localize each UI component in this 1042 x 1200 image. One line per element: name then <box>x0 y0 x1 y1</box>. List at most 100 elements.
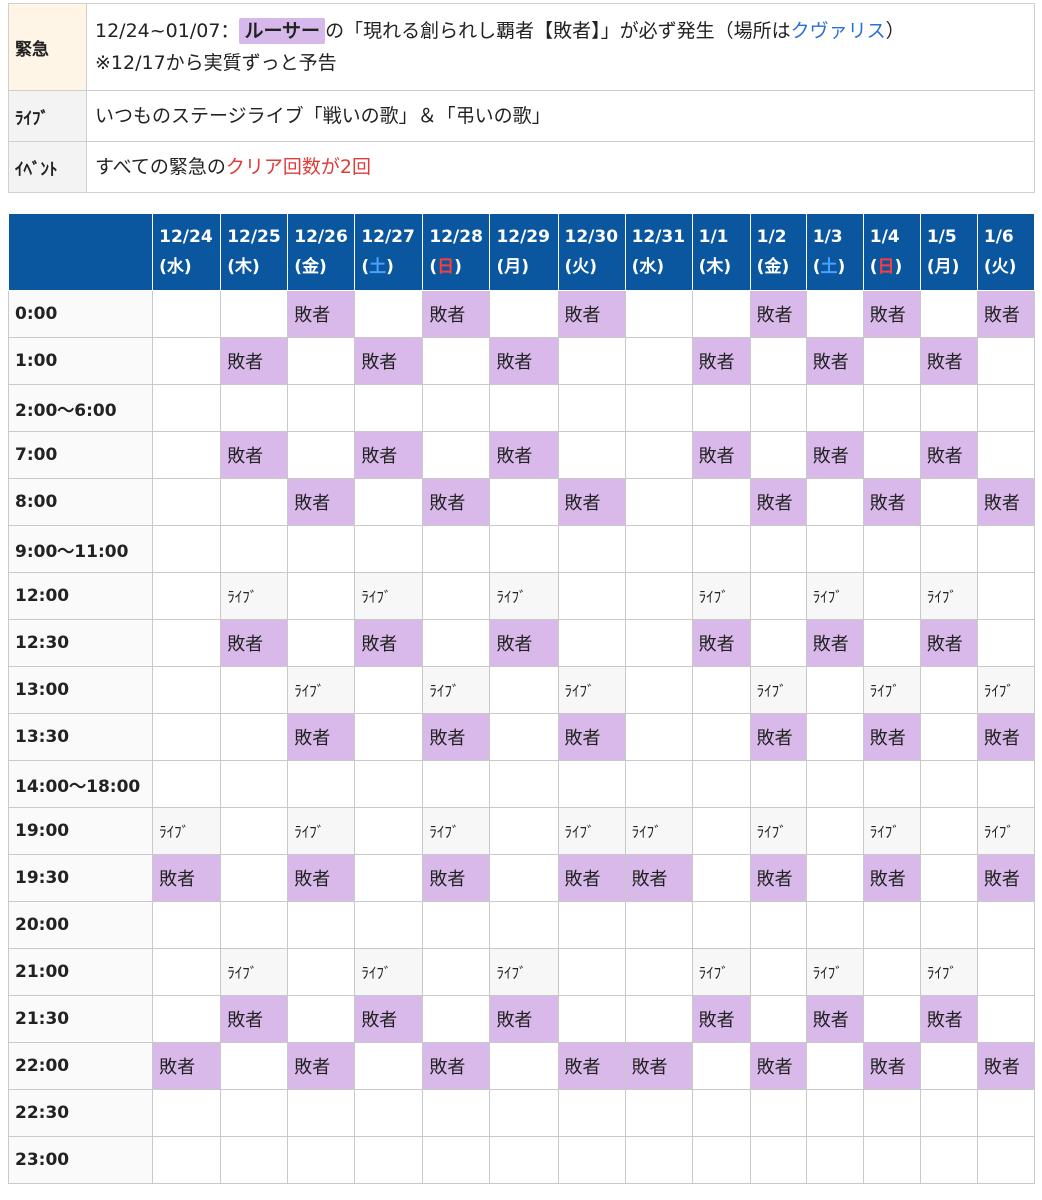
schedule-row: 13:30 敗者 敗者 敗者 敗者 敗者 敗者 <box>7 713 1036 761</box>
live-event-cell: ﾗｲﾌﾞ <box>691 948 751 996</box>
day-header: 12/28 (日) <box>422 213 491 291</box>
event-value: すべての緊急のクリア回数が2回 <box>86 141 1035 193</box>
day-of-week: (日) <box>429 257 462 277</box>
info-table: 緊急 12/24~01/07： ルーサー の「現れる創られし覇者【敗者】」が必ず発生… <box>8 3 1035 193</box>
empty-cell <box>152 1089 222 1137</box>
empty-cell <box>557 337 626 385</box>
haisha-event-cell: 敗者 <box>749 478 807 526</box>
schedule-table: 12/24 (水) 12/25 (木) 12/26 (金) 12/27 (土) 12/28 (日)… <box>7 213 1036 1184</box>
day-date: 1/6 <box>983 227 1014 247</box>
schedule-row: 12:00 ﾗｲﾌﾞ ﾗｲﾌﾞ ﾗｲﾌﾞ ﾗｲﾌﾞ ﾗｲﾌﾞ ﾗｲﾌﾞ <box>7 572 1036 620</box>
time-slot-label: 0:00 <box>7 290 154 338</box>
haisha-event-cell: 敗者 <box>976 1042 1036 1090</box>
haisha-event-cell: 敗者 <box>749 1042 807 1090</box>
day-of-week: (金) <box>294 257 327 277</box>
empty-cell <box>749 948 807 996</box>
schedule-row: 7:00 敗者 敗者 敗者 敗者 敗者 敗者 <box>7 431 1036 479</box>
empty-cell <box>422 1089 491 1137</box>
haisha-event-cell: 敗者 <box>220 431 289 479</box>
empty-cell <box>287 525 356 573</box>
empty-cell <box>287 1136 356 1184</box>
empty-cell <box>422 1136 491 1184</box>
schedule-row: 20:00 <box>7 901 1036 949</box>
day-date: 1/2 <box>756 227 787 247</box>
empty-cell <box>220 807 289 855</box>
haisha-event-cell: 敗者 <box>624 1042 693 1090</box>
live-event-cell: ﾗｲﾌﾞ <box>354 572 424 620</box>
day-header: 12/30 (火) <box>557 213 626 291</box>
schedule-row: 19:00 ﾗｲﾌﾞ ﾗｲﾌﾞ ﾗｲﾌﾞ ﾗｲﾌﾞ ﾗｲﾌﾞ ﾗｲﾌﾞ ﾗｲﾌﾞ ﾗｲﾌﾞ <box>7 807 1036 855</box>
empty-cell <box>749 1089 807 1137</box>
empty-cell <box>919 290 978 338</box>
time-slot-label: 7:00 <box>7 431 154 479</box>
time-slot-label: 9:00〜11:00 <box>7 525 154 573</box>
time-slot-label: 21:30 <box>7 995 154 1043</box>
empty-cell <box>749 760 807 808</box>
schedule-row: 14:00〜18:00 <box>7 760 1036 808</box>
live-event-cell: ﾗｲﾌﾞ <box>354 948 424 996</box>
emergency-text-mid: の「現れる創られし覇者【敗者】」が必ず発生（場所は <box>325 20 791 42</box>
day-header: 12/31 (水) <box>624 213 693 291</box>
haisha-event-cell: 敗者 <box>976 290 1036 338</box>
haisha-event-cell: 敗者 <box>749 713 807 761</box>
empty-cell <box>862 337 921 385</box>
emergency-value: 12/24~01/07： ルーサー の「現れる創られし覇者【敗者】」が必ず発生（場所… <box>86 3 1035 91</box>
emergency-line-1: 12/24~01/07： ルーサー の「現れる創られし覇者【敗者】」が必ず発生（場所… <box>95 15 1033 47</box>
day-of-week-char: 木 <box>706 257 724 277</box>
empty-cell <box>862 1136 921 1184</box>
haisha-event-cell: 敗者 <box>557 478 626 526</box>
time-slot-label: 14:00〜18:00 <box>7 760 154 808</box>
day-of-week: (水) <box>159 257 192 277</box>
haisha-event-cell: 敗者 <box>287 713 356 761</box>
time-slot-label: 21:00 <box>7 948 154 996</box>
empty-cell <box>624 337 693 385</box>
empty-cell <box>691 1042 751 1090</box>
empty-cell <box>805 1136 864 1184</box>
schedule-row: 9:00〜11:00 <box>7 525 1036 573</box>
empty-cell <box>919 1089 978 1137</box>
empty-cell <box>354 713 424 761</box>
empty-cell <box>489 1042 559 1090</box>
empty-cell <box>220 713 289 761</box>
empty-cell <box>976 337 1036 385</box>
schedule-row: 8:00 敗者 敗者 敗者 敗者 敗者 敗者 <box>7 478 1036 526</box>
day-date: 1/1 <box>698 227 729 247</box>
empty-cell <box>919 854 978 902</box>
empty-cell <box>862 525 921 573</box>
empty-cell <box>557 384 626 432</box>
haisha-event-cell: 敗者 <box>691 337 751 385</box>
empty-cell <box>422 431 491 479</box>
empty-cell <box>287 337 356 385</box>
haisha-event-cell: 敗者 <box>691 619 751 667</box>
empty-cell <box>220 1042 289 1090</box>
empty-cell <box>220 760 289 808</box>
location-link[interactable]: クヴァリス <box>790 20 886 42</box>
day-header: 1/6 (火) <box>976 213 1036 291</box>
empty-cell <box>152 1136 222 1184</box>
empty-cell <box>624 290 693 338</box>
schedule-row: 21:00 ﾗｲﾌﾞ ﾗｲﾌﾞ ﾗｲﾌﾞ ﾗｲﾌﾞ ﾗｲﾌﾞ ﾗｲﾌﾞ <box>7 948 1036 996</box>
day-of-week-char: 月 <box>504 257 522 277</box>
haisha-event-cell: 敗者 <box>919 619 978 667</box>
empty-cell <box>805 901 864 949</box>
empty-cell <box>862 760 921 808</box>
empty-cell <box>557 525 626 573</box>
empty-cell <box>919 478 978 526</box>
empty-cell <box>422 619 491 667</box>
empty-cell <box>862 901 921 949</box>
empty-cell <box>624 1089 693 1137</box>
empty-cell <box>919 1136 978 1184</box>
haisha-event-cell: 敗者 <box>220 619 289 667</box>
day-date: 12/26 <box>294 227 348 247</box>
day-date: 12/28 <box>429 227 483 247</box>
haisha-event-cell: 敗者 <box>805 431 864 479</box>
empty-cell <box>354 1042 424 1090</box>
empty-cell <box>354 854 424 902</box>
empty-cell <box>805 478 864 526</box>
empty-cell <box>489 525 559 573</box>
haisha-event-cell: 敗者 <box>805 337 864 385</box>
live-event-cell: ﾗｲﾌﾞ <box>287 807 356 855</box>
empty-cell <box>691 1136 751 1184</box>
day-of-week: (月) <box>926 257 960 277</box>
empty-cell <box>862 995 921 1043</box>
